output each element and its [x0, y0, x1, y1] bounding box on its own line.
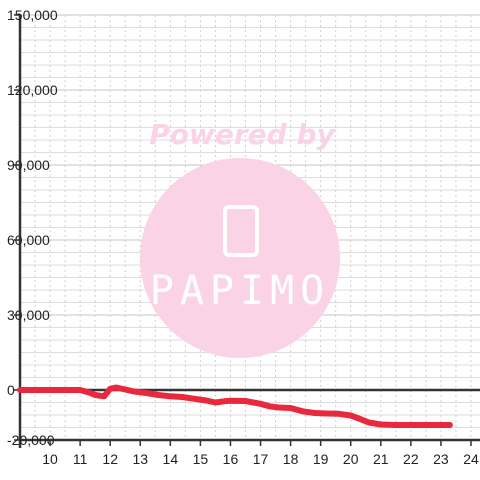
y-tick-label: 90,000: [7, 157, 50, 173]
y-tick-label: 150,000: [7, 7, 58, 23]
x-tick-label: 14: [163, 451, 179, 467]
y-tick-labels: 150,000 120,000 90,000 60,000 30,000 0 -20,000: [7, 7, 58, 448]
phone-icon: [223, 205, 259, 257]
y-tick-label: -20,000: [7, 432, 55, 448]
y-tick-label: 60,000: [7, 232, 50, 248]
x-tick-label: 15: [193, 451, 209, 467]
x-tick-label: 18: [283, 451, 299, 467]
watermark-text: Powered by: [149, 118, 336, 151]
watermark-logo-text: PAPIMO: [150, 268, 331, 314]
x-tick-label: 24: [463, 451, 479, 467]
x-tick-label: 10: [42, 451, 58, 467]
x-tick-labels: 10 11 12 13 14 15 16 17 18 19 20 21 22 23 24: [42, 451, 479, 467]
series-line: [17, 384, 453, 428]
series-layer: [17, 384, 453, 428]
x-tick-label: 11: [73, 451, 88, 467]
y-tick-label: 120,000: [7, 82, 58, 98]
x-tick-label: 19: [313, 451, 329, 467]
x-tick-label: 12: [102, 451, 118, 467]
x-tick-label: 20: [343, 451, 359, 467]
x-tick-label: 22: [403, 451, 419, 467]
watermark-logo-circle: [140, 158, 340, 358]
axes: [14, 14, 480, 448]
x-tick-label: 17: [253, 451, 269, 467]
x-tick-label: 21: [373, 451, 389, 467]
x-tick-label: 23: [433, 451, 449, 467]
x-tick-label: 16: [223, 451, 239, 467]
watermark: Powered by PAPIMO: [140, 118, 340, 358]
x-tick-label: 13: [132, 451, 148, 467]
y-tick-label: 0: [7, 382, 15, 398]
y-tick-label: 30,000: [7, 307, 50, 323]
